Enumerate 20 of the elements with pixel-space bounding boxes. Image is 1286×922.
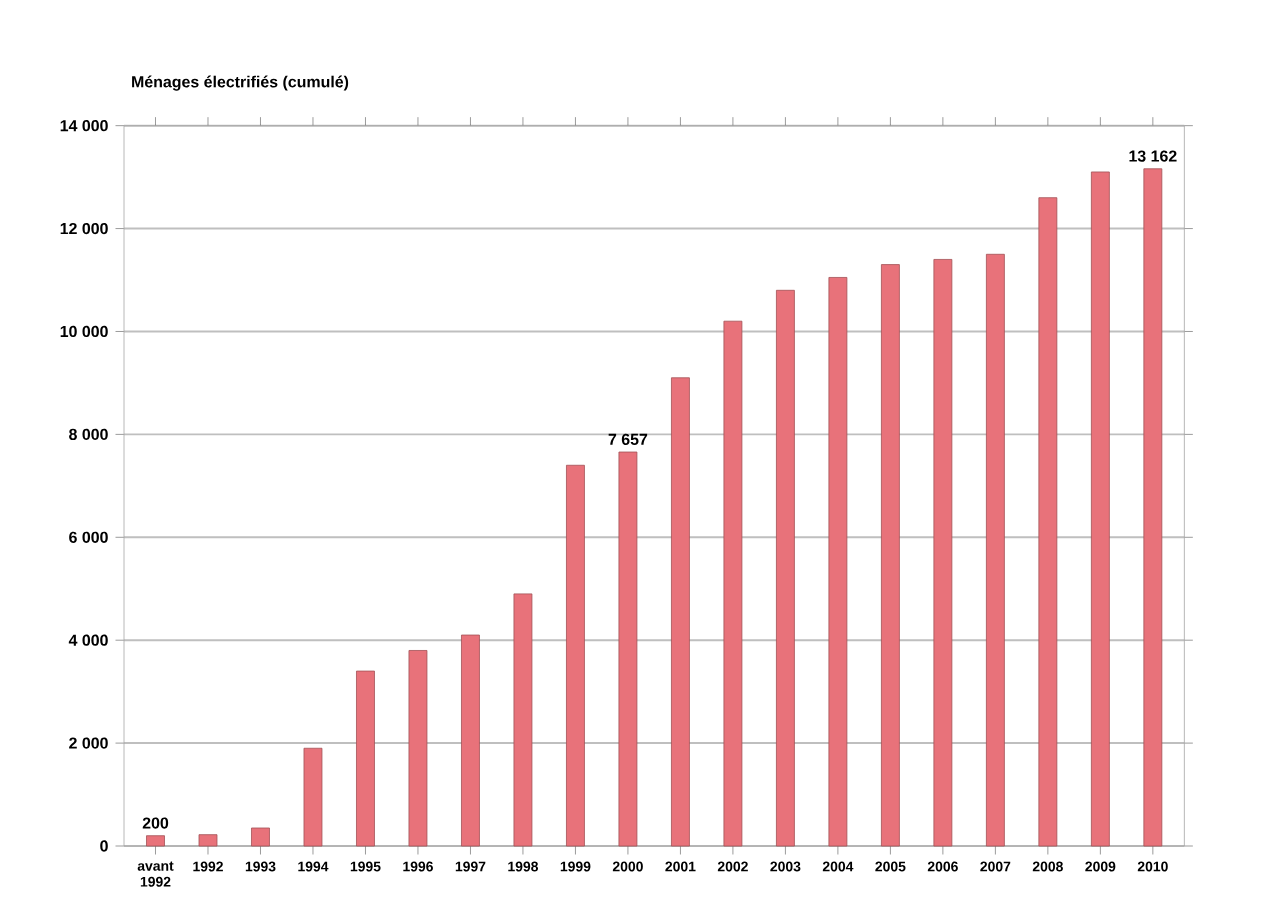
bar (513, 593, 533, 847)
bar (198, 834, 218, 847)
bar (356, 670, 375, 847)
bar (303, 747, 323, 847)
bar (1143, 168, 1163, 847)
bar (1090, 171, 1110, 847)
bar (251, 827, 270, 847)
bar (880, 264, 900, 847)
bar (146, 835, 165, 847)
bar (1038, 197, 1058, 847)
bar (723, 320, 743, 847)
bar (933, 259, 953, 847)
bar (671, 377, 690, 847)
bar (776, 289, 795, 847)
bar (985, 253, 1005, 847)
bar (828, 277, 848, 847)
bar (461, 634, 480, 847)
bar (566, 464, 585, 847)
bar (408, 650, 428, 847)
bar (618, 451, 638, 847)
